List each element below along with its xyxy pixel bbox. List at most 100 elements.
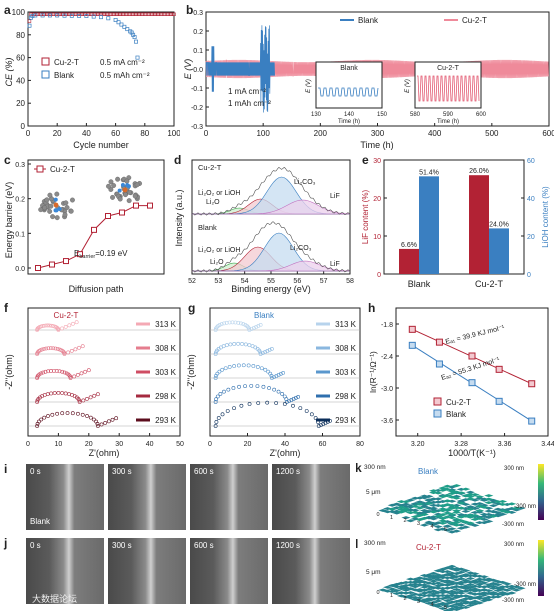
surface-facet — [415, 589, 425, 593]
carbon-atom — [106, 183, 111, 189]
surface-facet — [456, 570, 466, 574]
marks-f: 313 K 308 K 303 K 298 K 293 K — [28, 320, 180, 428]
inset-tick-blank-2: 150 — [377, 112, 388, 118]
surface-facet — [410, 592, 420, 596]
surface-facet — [484, 494, 494, 498]
peak-li2o2-top: Li₂O₂ or LiOH — [198, 190, 240, 197]
impedance-point — [222, 321, 226, 326]
impedance-point — [55, 347, 60, 351]
ylabel-b: E (V) — [183, 59, 193, 80]
x-tick-label: 0 — [26, 441, 30, 448]
carbon-atom — [54, 215, 60, 221]
impedance-point — [247, 343, 252, 348]
surface-facet — [498, 509, 508, 513]
impedance-point — [239, 403, 244, 408]
surface-facet — [433, 497, 443, 501]
surface-facet — [433, 514, 443, 518]
surface-facet — [419, 512, 429, 516]
surface-facet — [484, 501, 494, 505]
afm-k: k 300 nm Blank 5 μm 0 1 2 3 4 5 -300 nm 300 n… — [355, 461, 544, 534]
surface-facet — [502, 592, 512, 596]
impedance-point — [241, 322, 246, 327]
surface-facet — [442, 590, 452, 594]
legend-name-c: Cu-2-T — [50, 165, 75, 174]
carbon-atom — [124, 178, 130, 184]
data-point-cu-2-t — [27, 19, 32, 23]
surface-facet — [415, 596, 425, 600]
surface-facet — [456, 487, 466, 491]
surface-facet — [433, 577, 443, 581]
peak-li2o-bottom: Li₂O — [210, 259, 224, 266]
bar-lioh — [489, 228, 509, 274]
x-tick-label: 3.36 — [498, 441, 512, 448]
surface-facet — [479, 505, 489, 509]
group-label-blank-d: Blank — [198, 223, 217, 232]
impedance-point — [240, 342, 244, 346]
surface-facet — [424, 601, 434, 605]
data-point-blank — [135, 55, 140, 60]
impedance-point — [214, 397, 219, 402]
impedance-point — [254, 325, 259, 329]
ticks-h: 3.20 3.28 3.36 3.44 -1.8 -2.4 -3.0 -3.6 — [381, 322, 554, 448]
surface-facet — [479, 593, 489, 597]
surface-facet — [424, 598, 434, 602]
time-label: 600 s — [194, 467, 214, 476]
surface-facet — [447, 586, 457, 590]
carbon-atom — [108, 179, 114, 185]
surface-facet — [502, 585, 512, 589]
xlabel-f: Z'(ohm) — [89, 448, 120, 458]
title-f: Cu-2-T — [54, 311, 79, 320]
nitrogen-atom — [57, 206, 62, 211]
inset-ylabel-cu: E (V) — [405, 79, 411, 93]
surface-facet — [429, 582, 439, 586]
surface-facet — [433, 594, 443, 598]
surface-facet — [442, 595, 452, 599]
surface-facet — [475, 509, 485, 513]
surface-facet — [438, 488, 448, 492]
micrograph-j-1200s: 1200 s — [272, 538, 350, 604]
afm-title-l: Cu-2-T — [416, 543, 441, 552]
panel-a: a CE (%) Cycle number 0 20 40 60 80 100 0 20 40 6… — [0, 0, 181, 155]
carbon-atom — [132, 193, 138, 199]
afm-title-k: Blank — [418, 467, 439, 476]
axis-tick-label: 5 — [444, 527, 447, 533]
impedance-point — [267, 348, 272, 352]
series-blank — [205, 25, 275, 113]
surface-facet — [429, 510, 439, 514]
data-point-blank — [116, 20, 121, 25]
surface-facet — [410, 515, 420, 519]
y-tick-label: -0.1 — [191, 86, 203, 93]
surface-facet — [493, 500, 503, 504]
x-tick-label: 55 — [267, 278, 275, 285]
impedance-point — [220, 367, 225, 372]
impedance-point — [62, 370, 67, 375]
surface-facet — [433, 491, 443, 495]
x-tick-label: 50 — [176, 441, 184, 448]
surface-facet — [392, 585, 402, 589]
surface-facet — [470, 510, 480, 514]
impedance-point — [224, 343, 229, 348]
surface-facet — [424, 501, 434, 505]
carbon-atom — [62, 212, 68, 218]
panel-label-f: f — [4, 301, 9, 315]
panel-g: g -Z''(ohm) Z'(ohm) Blank 0 20 40 60 80 313 … — [184, 300, 364, 460]
y-tick-label: 20 — [16, 99, 25, 108]
surface-facet — [410, 496, 420, 500]
carbon-atom — [48, 203, 54, 209]
bar-label-lioh: 51.4% — [419, 169, 439, 176]
impedance-point — [249, 383, 254, 388]
impedance-point — [52, 391, 57, 395]
impedance-point — [66, 350, 71, 355]
x-tick-label: 60 — [319, 441, 327, 448]
impedance-point — [251, 364, 256, 368]
surface-facet — [493, 502, 503, 506]
x-tick-label: 57 — [320, 278, 328, 285]
annotation-current-b: 1 mA cm⁻² — [228, 87, 266, 96]
surface-facet — [498, 580, 508, 584]
y-tick-label: 60 — [16, 54, 25, 63]
axis-tick-label: 1 — [390, 515, 393, 521]
inset-xlabel-blank: Time (h) — [338, 119, 360, 125]
impedance-point — [236, 320, 241, 325]
impedance-point — [88, 395, 93, 400]
impedance-point — [66, 372, 71, 377]
